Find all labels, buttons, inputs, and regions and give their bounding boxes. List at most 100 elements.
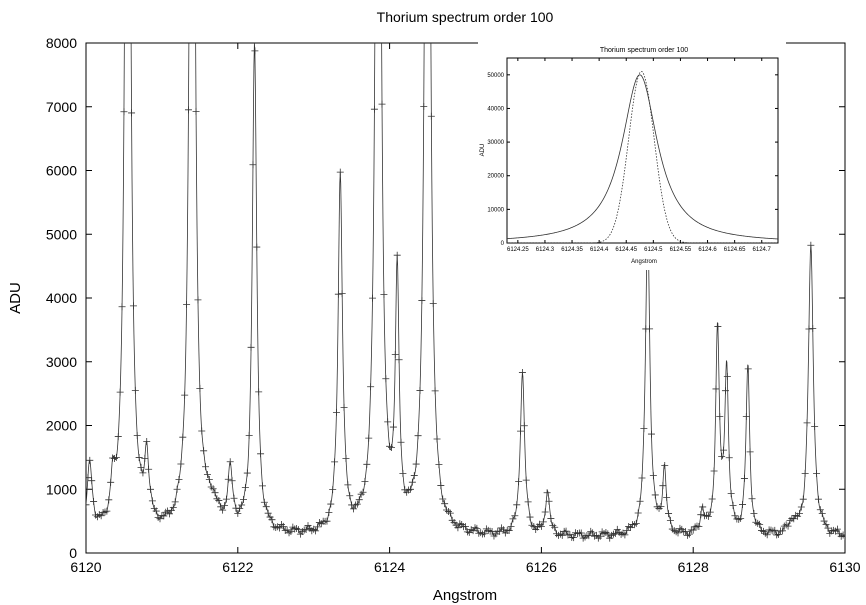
data-point-marker	[795, 509, 803, 517]
data-point-marker	[131, 386, 139, 394]
data-point-marker	[518, 369, 526, 377]
data-point-marker	[382, 375, 390, 383]
inset-fit-line	[507, 71, 778, 243]
data-point-marker	[610, 530, 618, 538]
data-point-marker	[617, 530, 625, 538]
data-point-marker	[511, 512, 519, 520]
data-point-marker	[139, 469, 147, 477]
data-point-marker	[257, 450, 265, 458]
data-point-marker	[475, 529, 483, 537]
data-point-marker	[663, 493, 671, 501]
data-point-marker	[596, 532, 604, 540]
data-point-marker	[105, 496, 113, 504]
data-point-marker	[611, 529, 619, 537]
main-x-tick-label: 6120	[70, 559, 101, 575]
y-axis-label: ADU	[7, 282, 24, 314]
main-x-tick-label: 6124	[374, 559, 405, 575]
data-point-marker	[600, 529, 608, 537]
data-point-marker	[710, 467, 718, 475]
data-point-marker	[712, 385, 720, 393]
data-point-marker	[543, 489, 551, 497]
data-point-marker	[496, 527, 504, 535]
data-point-marker	[841, 533, 845, 541]
inset-y-tick-label: 0	[501, 241, 505, 247]
data-point-marker	[194, 296, 202, 304]
data-point-marker	[283, 526, 291, 534]
data-point-marker	[272, 523, 280, 531]
data-point-marker	[515, 478, 523, 486]
data-point-marker	[549, 522, 557, 530]
data-point-marker	[657, 502, 665, 510]
data-point-marker	[120, 108, 128, 116]
data-point-marker	[103, 507, 111, 515]
data-point-marker	[399, 469, 407, 477]
data-point-marker	[222, 495, 230, 503]
inset-y-tick-label: 50000	[487, 73, 504, 79]
data-point-marker	[689, 526, 697, 534]
data-point-marker	[277, 521, 285, 529]
data-point-marker	[433, 435, 441, 443]
data-point-marker	[99, 509, 107, 517]
data-point-marker	[429, 300, 437, 308]
data-point-marker	[746, 448, 754, 456]
data-point-marker	[293, 524, 301, 532]
data-point-marker	[192, 107, 200, 115]
data-point-marker	[167, 506, 175, 514]
data-point-marker	[264, 509, 272, 517]
data-point-marker	[520, 422, 528, 430]
data-point-marker	[380, 291, 388, 299]
data-point-marker	[480, 530, 488, 538]
data-point-marker	[570, 534, 578, 542]
data-point-marker	[797, 503, 805, 511]
data-point-marker	[577, 529, 585, 537]
data-point-marker	[811, 422, 819, 430]
data-point-marker	[627, 523, 635, 531]
main-x-tick-label: 6126	[526, 559, 557, 575]
data-point-marker	[302, 525, 310, 533]
data-point-marker	[327, 500, 335, 508]
data-point-marker	[251, 47, 259, 55]
data-point-marker	[224, 475, 232, 483]
inset-x-tick-label: 6124.3	[536, 247, 555, 253]
data-point-marker	[171, 498, 179, 506]
data-point-marker	[813, 469, 821, 477]
data-point-marker	[771, 526, 779, 534]
data-point-marker	[499, 526, 507, 534]
data-point-marker	[395, 356, 403, 364]
data-point-marker	[114, 433, 122, 441]
main-x-tick-label: 6128	[678, 559, 709, 575]
data-point-marker	[427, 112, 435, 120]
data-point-marker	[209, 485, 217, 493]
data-point-marker	[435, 461, 443, 469]
data-point-marker	[107, 478, 115, 486]
data-point-marker	[260, 498, 268, 506]
data-point-marker	[621, 531, 629, 539]
data-point-marker	[241, 484, 249, 492]
inset-x-tick-label: 6124.35	[561, 247, 583, 253]
data-point-marker	[164, 507, 172, 515]
data-point-marker	[716, 413, 724, 421]
data-point-marker	[697, 511, 705, 519]
data-point-marker	[670, 527, 678, 535]
data-point-marker	[262, 503, 270, 511]
data-point-marker	[133, 432, 141, 440]
data-point-marker	[118, 303, 126, 311]
data-point-marker	[213, 495, 221, 503]
data-point-marker	[729, 501, 737, 509]
data-point-marker	[386, 442, 394, 450]
data-point-marker	[551, 523, 559, 531]
data-point-marker	[566, 531, 574, 539]
data-point-marker	[444, 508, 452, 516]
data-point-marker	[807, 241, 815, 249]
data-point-marker	[721, 387, 729, 395]
data-point-marker	[154, 513, 162, 521]
data-point-marker	[340, 403, 348, 411]
data-point-marker	[513, 501, 521, 509]
data-point-marker	[369, 294, 377, 302]
data-point-marker	[507, 522, 515, 530]
data-point-marker	[805, 325, 813, 333]
spectrum-markers	[86, 47, 845, 542]
data-point-marker	[310, 525, 318, 533]
data-point-marker	[406, 485, 414, 493]
